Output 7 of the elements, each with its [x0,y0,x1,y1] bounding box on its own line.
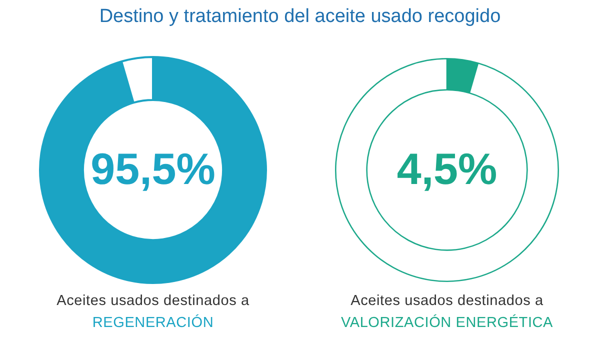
text: Aceites usados destinados a [350,292,544,311]
text: VALORIZACIÓN ENERGÉTICA [340,313,554,333]
text: REGENERACIÓN [91,313,215,333]
data-label: 4,5% [396,145,498,194]
chart-title: Destino y tratamiento del aceite usado recogido [98,6,502,28]
text: Aceites usados destinados a [56,292,250,311]
data-label: 95,5% [90,145,216,194]
